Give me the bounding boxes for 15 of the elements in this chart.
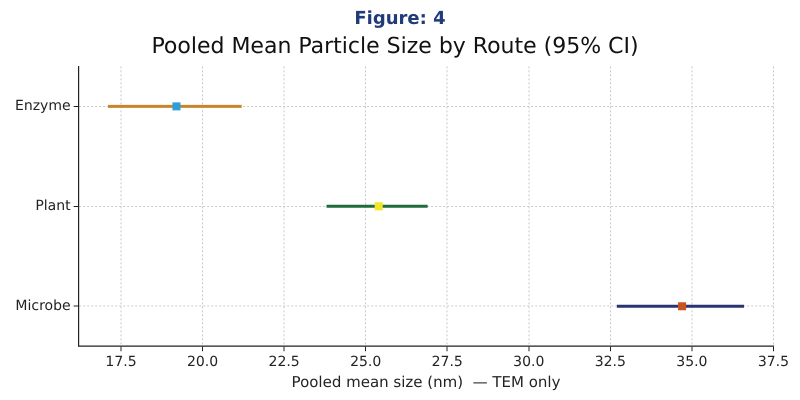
x-axis-title: Pooled mean size (nm) — TEM only [292,372,561,391]
x-tick-label: 17.5 [105,354,137,370]
x-tick-label: 37.5 [758,354,789,370]
y-tick-label: Plant [35,198,72,214]
x-tick-label: 22.5 [268,354,300,370]
text: Figure: 4 [353,8,447,31]
x-tick-label: 30.0 [513,354,544,370]
x-tick-label: 32.5 [594,354,626,370]
x-tick-label: 27.5 [432,354,463,370]
x-tick-label: 25.0 [350,354,382,370]
x-tick-label: 35.0 [676,354,708,370]
x-tick-label: 20.0 [186,354,218,370]
chart-title: Pooled Mean Particle Size by Route (95% CI) [151,34,639,59]
y-tick-label: Microbe [15,298,71,314]
y-tick-label: Enzyme [14,98,71,114]
